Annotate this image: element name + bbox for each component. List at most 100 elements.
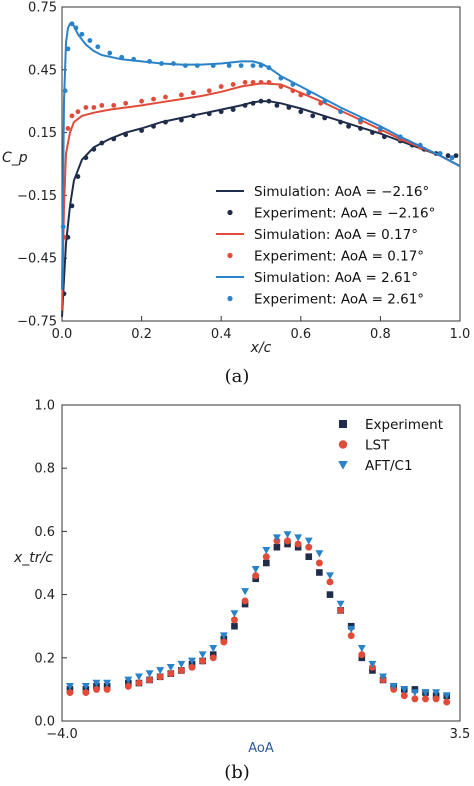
chart-b-point-aft-c1 (410, 689, 419, 697)
chart-a-ytick-label: 0.45 (28, 63, 57, 78)
chart-b-ytick-label: 0.0 (34, 715, 55, 730)
chart-b-ytick-label: 0.4 (34, 588, 55, 603)
chart-a-xtick-label: 0.6 (290, 327, 311, 342)
chart-a-cp-distribution: 0.0 0.2 0.4 0.6 0.8 1.0 0.75 0.45 0.15 −0.15 −0.45… (2, 1, 470, 388)
chart-b-point-lst (422, 695, 429, 703)
chart-a-point-experiment-aoa-0-17 (111, 102, 117, 108)
chart-a-legend: Simulation: AoA = −2.16° Experiment: AoA … (216, 184, 435, 308)
chart-a-point-experiment-aoa-0-17 (75, 109, 81, 115)
chart-b-point-lst (294, 540, 302, 548)
chart-b-point-aft-c1 (389, 682, 398, 691)
chart-a-line-simulation-aoa-0-17 (61, 82, 461, 311)
chart-a-point-experiment-aoa-2-16 (65, 234, 71, 240)
chart-a-point-experiment-aoa-0-17 (83, 105, 89, 110)
chart-a-legend-label: Experiment: AoA = −2.16° (254, 206, 435, 222)
chart-b-point-aft-c1 (336, 600, 345, 608)
chart-a-point-experiment-aoa-2-16 (338, 119, 343, 125)
chart-b-point-lst (124, 682, 132, 690)
chart-b-legend-label: AFT/C1 (365, 458, 413, 474)
chart-a-point-experiment-aoa-2-16 (250, 100, 256, 106)
chart-b-point-aft-c1 (357, 645, 366, 653)
chart-b-point-aft-c1 (145, 670, 154, 678)
chart-a-point-experiment-aoa-0-17 (318, 100, 324, 106)
chart-b-transition-location: −4.0 3.5 0.0 0.2 0.4 0.6 0.8 1.0 x_tr/c AoA Exp… (13, 399, 470, 784)
chart-b-ytick-label: 0.6 (34, 525, 55, 540)
chart-a-point-experiment-aoa-2-61 (449, 155, 455, 161)
chart-a-point-experiment-aoa-2-61 (250, 63, 256, 69)
chart-a-point-experiment-aoa-2-16 (139, 128, 145, 133)
chart-b-point-aft-c1 (177, 660, 186, 668)
chart-a-point-experiment-aoa-2-61 (238, 63, 244, 69)
chart-b-point-aft-c1 (81, 682, 90, 691)
chart-b-point-lst (347, 632, 355, 640)
chart-a-point-experiment-aoa-2-61 (65, 46, 71, 52)
chart-a-point-experiment-aoa-2-61 (338, 109, 343, 115)
chart-b-point-experiment (305, 553, 313, 560)
chart-b-point-aft-c1 (326, 572, 334, 580)
chart-a-legend-swatch (227, 252, 233, 259)
chart-b-point-aft-c1 (103, 679, 112, 687)
chart-a-legend-label: Simulation: AoA = 2.61° (254, 270, 418, 286)
chart-b-point-aft-c1 (432, 689, 441, 697)
chart-a-point-experiment-aoa-0-17 (179, 92, 184, 98)
chart-a-ytick-label: −0.45 (17, 252, 57, 267)
chart-a-point-experiment-aoa-0-17 (69, 113, 75, 119)
chart-b-point-aft-c1 (134, 673, 143, 681)
chart-a-point-experiment-aoa-0-17 (298, 92, 304, 98)
chart-a-point-experiment-aoa-0-17 (123, 100, 129, 106)
chart-a-legend-label: Simulation: AoA = −2.16° (254, 184, 429, 200)
chart-a-ytick-label: 0.15 (28, 126, 57, 141)
chart-b-point-lst (262, 553, 270, 561)
chart-a-point-experiment-aoa-2-16 (83, 155, 89, 161)
chart-a-point-experiment-aoa-2-16 (123, 132, 129, 138)
chart-b-point-lst (66, 689, 74, 697)
chart-a-point-experiment-aoa-2-16 (274, 102, 280, 108)
chart-a-point-experiment-aoa-2-16 (151, 123, 156, 129)
chart-a-xtick-label: 0.8 (370, 327, 391, 342)
chart-a-caption: (a) (225, 366, 250, 387)
chart-b-point-lst (315, 559, 323, 567)
chart-a-point-experiment-aoa-2-61 (79, 31, 85, 37)
chart-a-point-experiment-aoa-2-61 (119, 54, 125, 60)
chart-a-point-experiment-aoa-0-17 (65, 126, 71, 131)
chart-b-point-aft-c1 (124, 676, 133, 684)
chart-a-legend-label: Simulation: AoA = 0.17° (254, 227, 418, 243)
chart-a-point-experiment-aoa-0-17 (91, 105, 97, 110)
chart-a-point-experiment-aoa-0-17 (290, 88, 296, 94)
chart-b-point-aft-c1 (283, 531, 292, 539)
chart-b-point-lst (135, 679, 143, 687)
chart-a-point-experiment-aoa-2-16 (322, 115, 328, 121)
chart-b-point-aft-c1 (315, 550, 324, 558)
chart-a-point-experiment-aoa-2-61 (147, 59, 152, 64)
chart-b-point-aft-c1 (347, 626, 356, 634)
chart-a-xtick-label: 0.0 (52, 327, 73, 342)
chart-b-legend-swatch (339, 420, 347, 428)
chart-b-point-aft-c1 (421, 689, 430, 697)
chart-a-ytick-label: −0.75 (17, 315, 57, 330)
chart-a-point-experiment-aoa-2-16 (286, 105, 292, 110)
chart-b-ticks: −4.0 3.5 0.0 0.2 0.4 0.6 0.8 1.0 (34, 399, 470, 743)
chart-b-point-aft-c1 (442, 692, 451, 700)
chart-a-legend-label: Experiment: AoA = 2.61° (254, 292, 424, 308)
chart-b-point-aft-c1 (92, 679, 101, 687)
chart-a-point-experiment-aoa-2-16 (179, 117, 184, 123)
chart-b-plot-frame (61, 404, 461, 722)
chart-a-point-experiment-aoa-2-16 (190, 113, 196, 119)
chart-b-legend-label: LST (365, 438, 390, 454)
chart-a-plot-frame (61, 6, 461, 322)
chart-a-point-experiment-aoa-0-17 (163, 94, 168, 100)
chart-b-point-lst (82, 689, 90, 697)
chart-a-point-experiment-aoa-0-17 (230, 82, 236, 87)
chart-a-series-layer (60, 21, 461, 317)
chart-a-point-experiment-aoa-2-61 (171, 61, 176, 66)
chart-b-point-lst (326, 578, 334, 586)
chart-a-point-experiment-aoa-2-61 (131, 56, 137, 62)
chart-a-point-experiment-aoa-2-16 (298, 109, 304, 115)
chart-b-point-aft-c1 (251, 566, 260, 574)
chart-a-point-experiment-aoa-2-61 (73, 25, 79, 31)
chart-b-point-lst (337, 606, 345, 614)
chart-b-legend-swatch (338, 461, 348, 470)
chart-b-point-lst (93, 685, 100, 693)
chart-a-point-experiment-aoa-2-16 (206, 111, 212, 117)
